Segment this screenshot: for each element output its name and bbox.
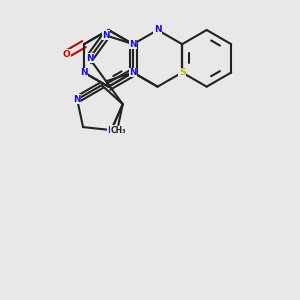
- Text: N: N: [129, 68, 137, 77]
- Text: N: N: [80, 68, 88, 77]
- Text: CH₃: CH₃: [111, 127, 126, 136]
- Text: N: N: [107, 126, 115, 135]
- Text: S: S: [179, 68, 185, 77]
- Text: N: N: [129, 40, 137, 49]
- Text: N: N: [102, 31, 110, 40]
- Text: N: N: [74, 95, 81, 104]
- Text: O: O: [63, 50, 71, 58]
- Text: N: N: [85, 54, 93, 63]
- Text: N: N: [154, 26, 161, 34]
